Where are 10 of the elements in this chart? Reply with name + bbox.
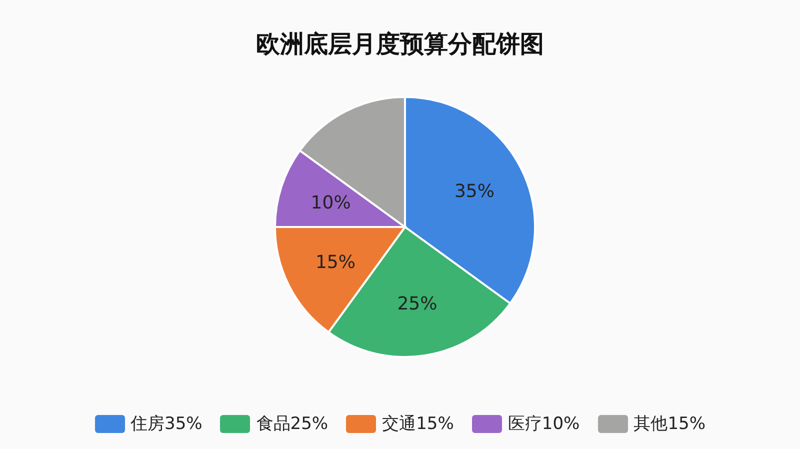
legend-label: 交通15% [382,413,454,435]
data-label: 15% [315,252,356,273]
data-label: 10% [310,192,351,214]
legend-label: 其他15% [634,413,706,435]
legend-label: 医疗10% [508,413,580,435]
legend-label: 住房35% [130,413,202,435]
legend-label: 食品25% [256,413,328,435]
data-label: 35% [454,181,495,202]
chart-title: 欧洲底层月度预算分配饼图 [255,29,545,60]
data-label: 25% [397,294,438,315]
